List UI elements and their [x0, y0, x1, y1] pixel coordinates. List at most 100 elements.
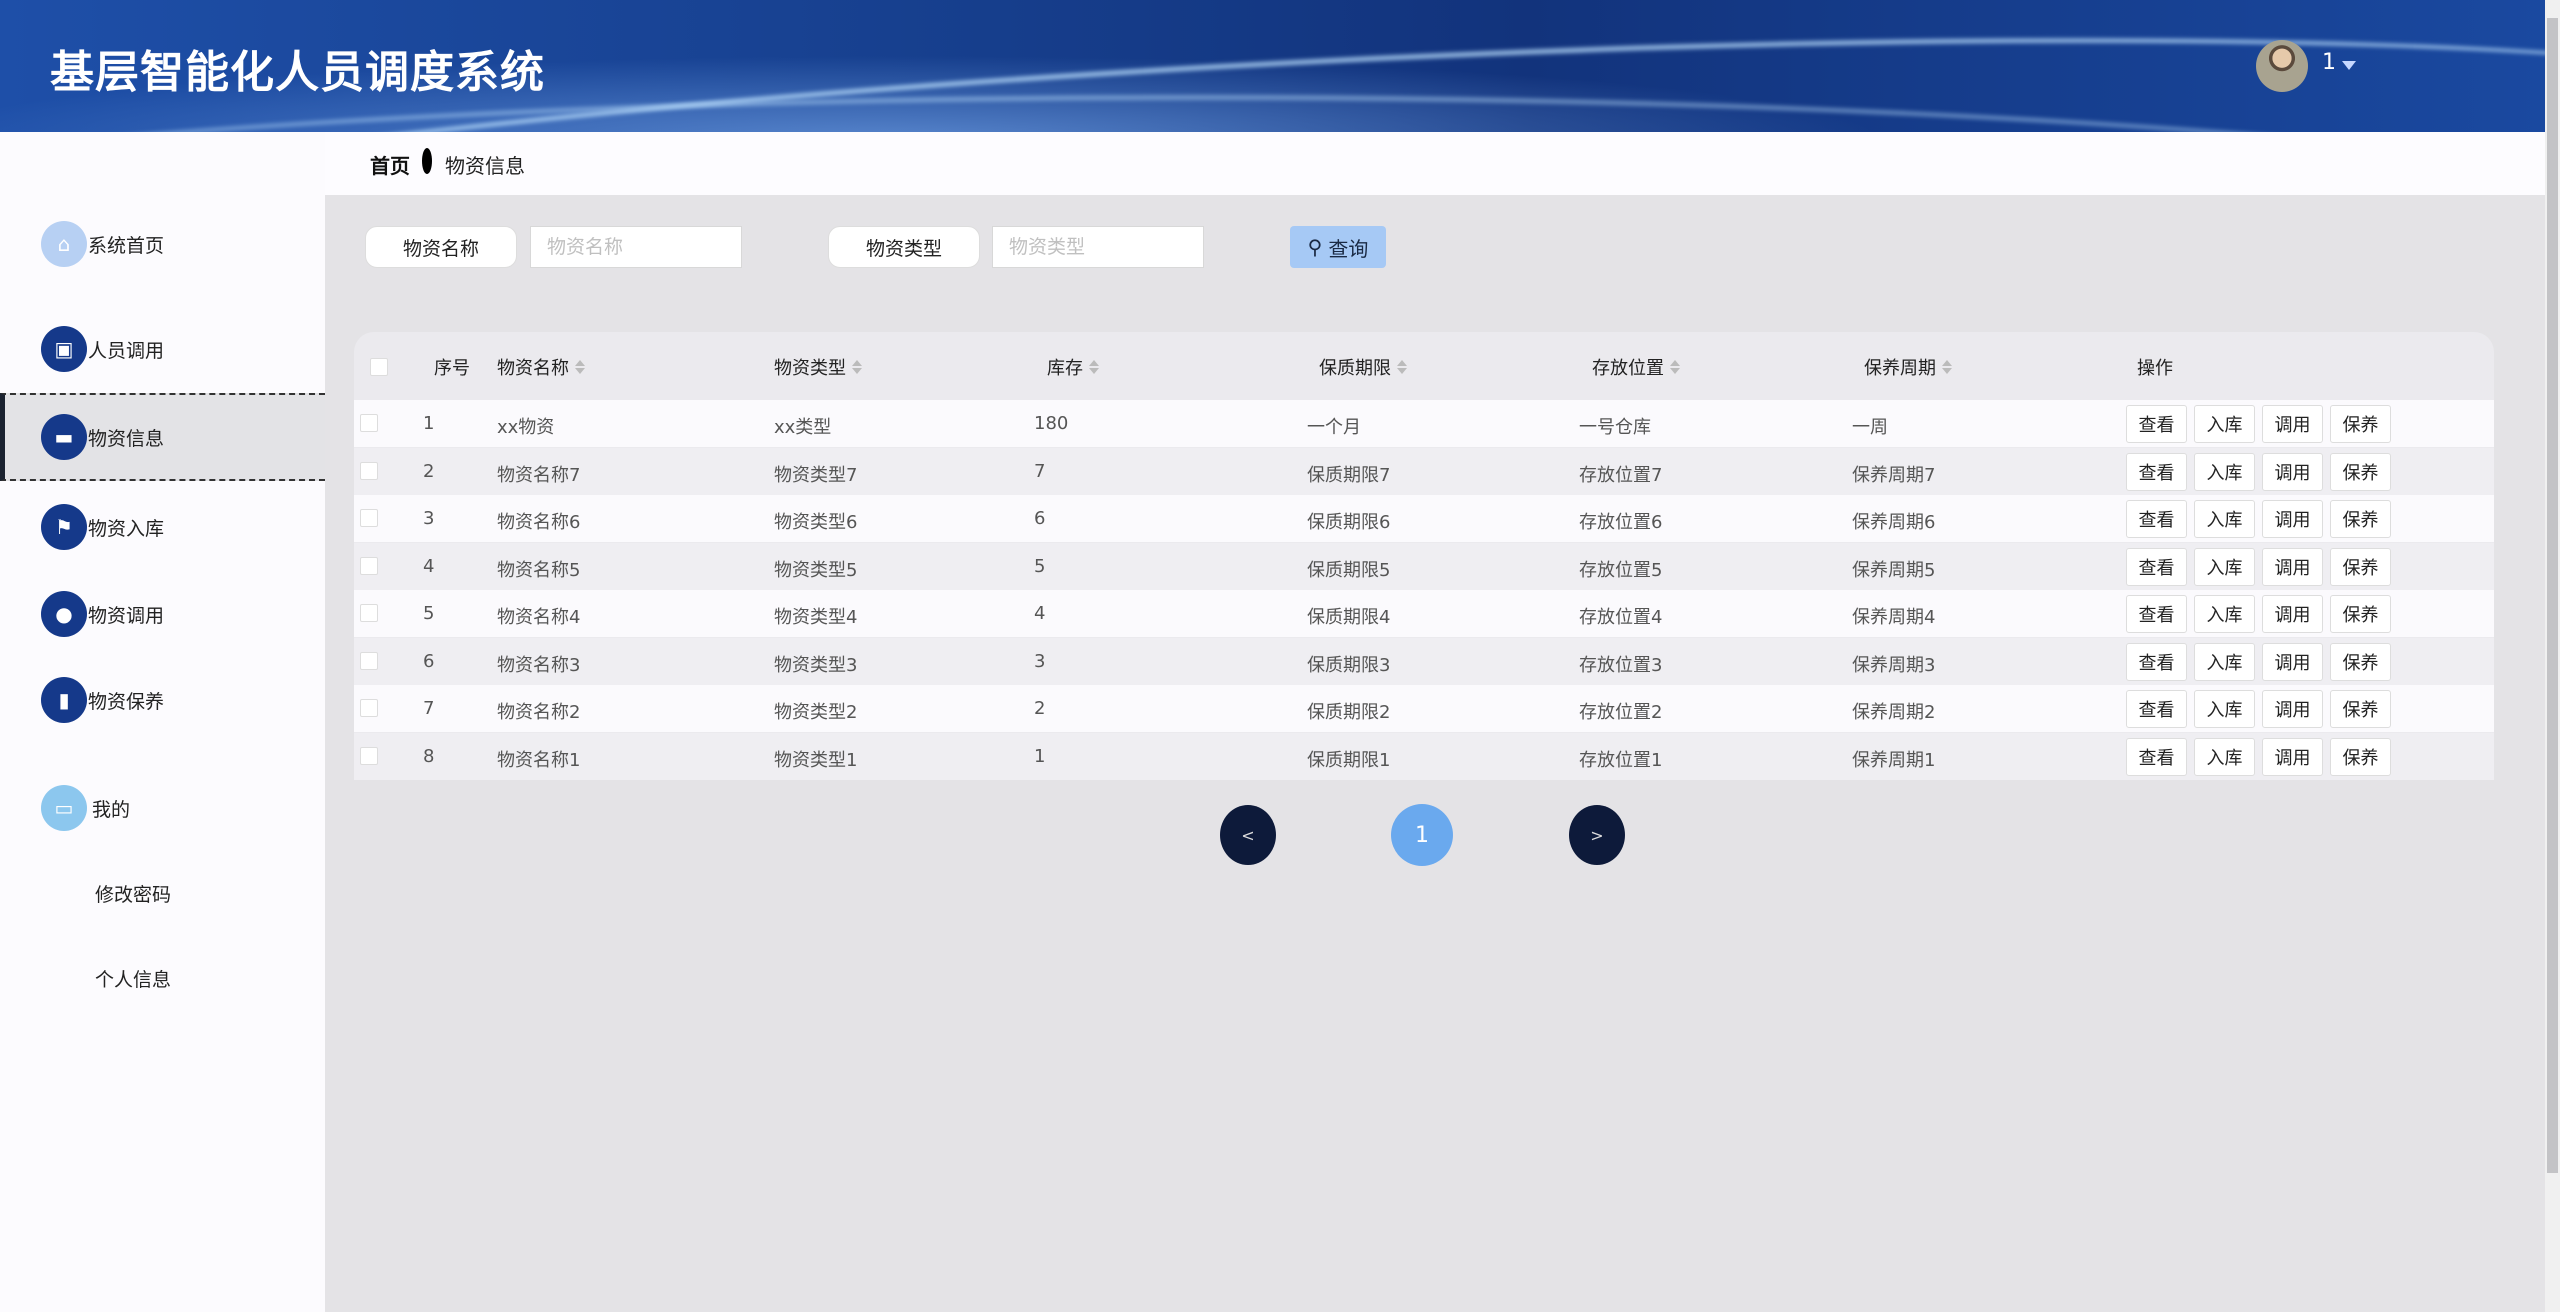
- cell-name: 物资名称6: [497, 512, 581, 533]
- prev-page-button[interactable]: <: [1220, 805, 1276, 865]
- sidebar-item-dispatch[interactable]: ● 物资调用: [0, 591, 325, 637]
- sort-icon[interactable]: [1942, 360, 1952, 374]
- stock-in-button[interactable]: 入库: [2194, 690, 2255, 728]
- row-checkbox[interactable]: [360, 556, 378, 575]
- cell-maintenance-cycle: 一周: [1852, 417, 1888, 438]
- dispatch-button[interactable]: 调用: [2262, 405, 2323, 443]
- sidebar-item-stock-in[interactable]: ⚑ 物资入库: [0, 504, 325, 550]
- username[interactable]: 1: [2322, 50, 2336, 75]
- cell-stock: 3: [1034, 650, 1046, 672]
- next-page-button[interactable]: >: [1569, 805, 1625, 865]
- maintain-button[interactable]: 保养: [2330, 737, 2391, 776]
- cell-type: 物资类型1: [774, 749, 858, 771]
- sort-icon[interactable]: [1397, 360, 1407, 374]
- cell-name: 物资名称3: [497, 654, 581, 676]
- user-icon: ●: [41, 591, 87, 637]
- row-checkbox[interactable]: [360, 461, 378, 480]
- sidebar-item-mine[interactable]: ▭ 我的: [0, 785, 325, 831]
- row-checkbox[interactable]: [360, 651, 378, 670]
- query-label: 查询: [1328, 236, 1369, 261]
- sidebar-item-personnel[interactable]: ▣ 人员调用: [0, 326, 325, 372]
- material-table: 序号 物资名称 物资类型 库存 保质期限 存放位置 保养周期 操作 1 xx物资 xx类型 180 一个…: [354, 332, 2494, 780]
- sidebar-item-change-password[interactable]: 修改密码: [95, 884, 172, 906]
- column-header-shelf-life[interactable]: 保质期限: [1319, 354, 1407, 380]
- breadcrumb-home[interactable]: 首页: [370, 154, 410, 178]
- maintain-button[interactable]: 保养: [2330, 452, 2391, 491]
- maintain-button[interactable]: 保养: [2330, 500, 2391, 538]
- view-button[interactable]: 查看: [2126, 595, 2187, 633]
- row-checkbox[interactable]: [360, 746, 378, 765]
- cell-type: 物资类型6: [774, 512, 858, 533]
- sort-icon[interactable]: [852, 360, 862, 374]
- maintain-button[interactable]: 保养: [2330, 547, 2391, 586]
- stock-in-button[interactable]: 入库: [2194, 595, 2255, 633]
- query-button[interactable]: ⚲ 查询: [1290, 226, 1386, 268]
- search-icon: ⚲: [1307, 235, 1323, 259]
- column-header-name[interactable]: 物资名称: [497, 354, 585, 380]
- dispatch-button[interactable]: 调用: [2262, 452, 2323, 491]
- sidebar-item-maintenance[interactable]: ▮ 物资保养: [0, 677, 325, 723]
- cell-maintenance-cycle: 保养周期3: [1852, 654, 1936, 676]
- cell-seq: 7: [423, 698, 435, 719]
- stock-in-button[interactable]: 入库: [2194, 642, 2255, 681]
- name-label: 物资名称: [365, 226, 517, 268]
- scrollbar[interactable]: [2545, 0, 2560, 1312]
- view-button[interactable]: 查看: [2126, 642, 2187, 681]
- cell-location: 存放位置4: [1579, 607, 1663, 628]
- cell-type: 物资类型2: [774, 702, 858, 723]
- column-header-type[interactable]: 物资类型: [774, 354, 862, 380]
- maintain-button[interactable]: 保养: [2330, 642, 2391, 681]
- scrollbar-thumb[interactable]: [2547, 18, 2558, 1173]
- view-button[interactable]: 查看: [2126, 500, 2187, 538]
- table-row: 3 物资名称6 物资类型6 6 保质期限6 存放位置6 保养周期6 查看 入库 调用 保养: [354, 495, 2494, 542]
- row-checkbox[interactable]: [360, 699, 378, 717]
- name-input[interactable]: [530, 226, 742, 268]
- stock-in-button[interactable]: 入库: [2194, 405, 2255, 443]
- column-header-maintenance-cycle[interactable]: 保养周期: [1864, 354, 1952, 380]
- dispatch-button[interactable]: 调用: [2262, 737, 2323, 776]
- view-button[interactable]: 查看: [2126, 690, 2187, 728]
- stock-in-button[interactable]: 入库: [2194, 500, 2255, 538]
- view-button[interactable]: 查看: [2126, 737, 2187, 776]
- column-header-label: 序号: [434, 358, 470, 379]
- cell-location: 存放位置5: [1579, 559, 1663, 581]
- select-all-checkbox[interactable]: [370, 358, 388, 376]
- row-checkbox[interactable]: [360, 604, 378, 622]
- sidebar-item-profile[interactable]: 个人信息: [95, 969, 172, 991]
- maintain-button[interactable]: 保养: [2330, 595, 2391, 633]
- sort-icon[interactable]: [1670, 360, 1680, 374]
- cell-shelf-life: 一个月: [1307, 417, 1361, 438]
- sidebar-item-home[interactable]: ⌂ 系统首页: [0, 221, 325, 267]
- dispatch-button[interactable]: 调用: [2262, 595, 2323, 633]
- page-1-button[interactable]: 1: [1391, 804, 1453, 866]
- table-row: 6 物资名称3 物资类型3 3 保质期限3 存放位置3 保养周期3 查看 入库 调用 保养: [354, 637, 2494, 685]
- sidebar-item-material-info[interactable]: ▬ 物资信息: [0, 393, 325, 481]
- sort-icon[interactable]: [1089, 360, 1099, 374]
- dispatch-button[interactable]: 调用: [2262, 500, 2323, 538]
- stock-in-button[interactable]: 入库: [2194, 737, 2255, 776]
- view-button[interactable]: 查看: [2126, 452, 2187, 491]
- stock-in-button[interactable]: 入库: [2194, 547, 2255, 586]
- dispatch-button[interactable]: 调用: [2262, 642, 2323, 681]
- column-header-stock[interactable]: 库存: [1047, 354, 1099, 380]
- cell-location: 存放位置1: [1579, 749, 1663, 771]
- row-checkbox[interactable]: [360, 509, 378, 527]
- chevron-down-icon[interactable]: [2342, 61, 2356, 70]
- view-button[interactable]: 查看: [2126, 405, 2187, 443]
- cell-stock: 1: [1034, 745, 1046, 767]
- type-input[interactable]: [992, 226, 1204, 268]
- sort-icon[interactable]: [575, 360, 585, 374]
- avatar[interactable]: [2256, 40, 2308, 92]
- dispatch-button[interactable]: 调用: [2262, 547, 2323, 586]
- dispatch-button[interactable]: 调用: [2262, 690, 2323, 728]
- maintain-button[interactable]: 保养: [2330, 405, 2391, 443]
- column-header-label: 物资名称: [497, 358, 569, 379]
- column-header-location[interactable]: 存放位置: [1592, 354, 1680, 380]
- row-checkbox[interactable]: [360, 414, 378, 432]
- stock-in-button[interactable]: 入库: [2194, 452, 2255, 491]
- sidebar-item-label: 物资保养: [88, 690, 165, 713]
- maintain-button[interactable]: 保养: [2330, 690, 2391, 728]
- cell-seq: 1: [423, 413, 435, 434]
- cell-type: 物资类型4: [774, 607, 858, 628]
- view-button[interactable]: 查看: [2126, 547, 2187, 586]
